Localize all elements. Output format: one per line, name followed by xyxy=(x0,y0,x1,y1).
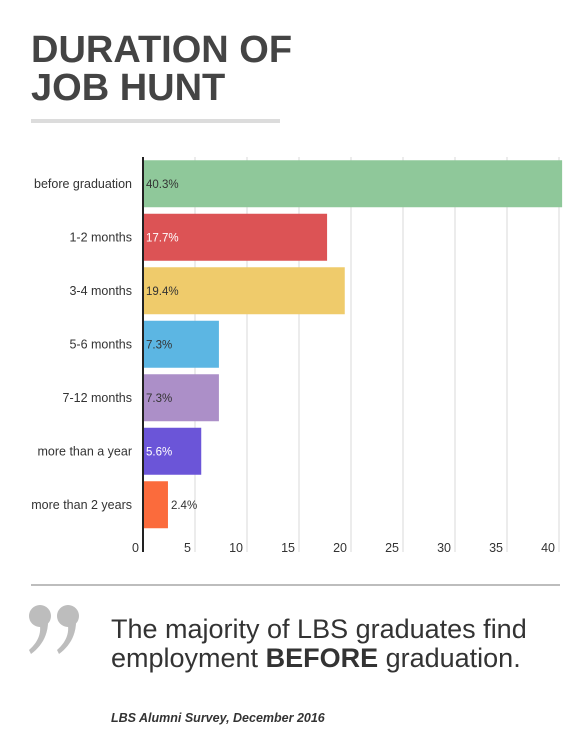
category-label: more than 2 years xyxy=(31,498,132,512)
category-label: 5-6 months xyxy=(69,337,132,351)
title-underline xyxy=(31,119,280,123)
x-tick-label: 15 xyxy=(281,541,295,555)
category-label: 1-2 months xyxy=(69,230,132,244)
category-label: before graduation xyxy=(34,177,132,191)
x-tick-label: 40 xyxy=(541,541,555,555)
quote-text-end: graduation. xyxy=(378,643,521,673)
quote-text: The majority of LBS graduates find emplo… xyxy=(111,615,571,673)
bar xyxy=(143,374,219,422)
x-tick-label: 0 xyxy=(132,541,139,555)
category-label: 3-4 months xyxy=(69,284,132,298)
title-line-1: DURATION OF xyxy=(31,29,293,71)
x-tick-label: 30 xyxy=(437,541,451,555)
quote-source: LBS Alumni Survey, December 2016 xyxy=(111,711,325,725)
bar xyxy=(143,481,168,529)
value-label: 19.4% xyxy=(146,286,179,298)
value-label: 7.3% xyxy=(146,393,172,405)
x-tick-label: 35 xyxy=(489,541,503,555)
x-tick-label: 10 xyxy=(229,541,243,555)
bar xyxy=(143,213,328,261)
category-label: 7-12 months xyxy=(63,391,132,405)
divider xyxy=(31,584,560,586)
chart-title: DURATION OF JOB HUNT xyxy=(31,31,331,107)
value-label: 7.3% xyxy=(146,339,172,351)
quote-icon xyxy=(29,605,79,654)
value-label: 17.7% xyxy=(146,232,179,244)
x-tick-label: 25 xyxy=(385,541,399,555)
bar xyxy=(143,267,345,315)
title-line-2: JOB HUNT xyxy=(31,67,226,109)
quote-text-bold: BEFORE xyxy=(265,643,379,673)
x-tick-label: 20 xyxy=(333,541,347,555)
category-label: more than a year xyxy=(38,444,133,458)
bar xyxy=(143,427,202,475)
quote-text-start: The majority of LBS graduates find emplo… xyxy=(111,614,527,673)
value-label: 2.4% xyxy=(171,500,197,512)
value-label: 5.6% xyxy=(146,446,172,458)
value-label: 40.3% xyxy=(146,179,179,191)
bar xyxy=(143,160,563,208)
bar-chart: before graduation 40.3% 1-2 months 17.7% 3-4… xyxy=(31,157,563,555)
bar xyxy=(143,320,219,368)
x-tick-label: 5 xyxy=(184,541,191,555)
